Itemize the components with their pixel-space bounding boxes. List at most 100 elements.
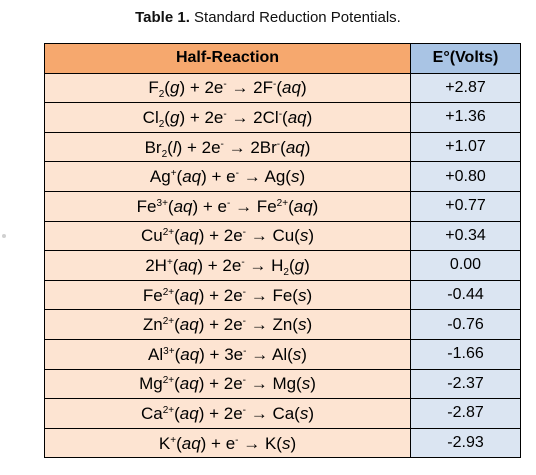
phase-label: aq [180, 344, 200, 364]
reaction-text: ) + 2e [198, 226, 243, 246]
phase-label: aq [179, 285, 199, 305]
reduction-potentials-table: Half-Reaction E°(Volts) F2(g) + 2e- → 2F… [44, 43, 521, 459]
reaction-text: ) [290, 433, 297, 453]
phase-label: aq [179, 226, 199, 246]
reaction-text: ) + 2e [179, 107, 224, 127]
reaction-text: ( [174, 344, 181, 364]
reaction-text: ( [288, 255, 295, 275]
superscript: - [278, 108, 283, 120]
superscript: - [276, 138, 281, 150]
table-row: Mg2+(aq) + 2e- → Mg(s) -2.37 [44, 368, 521, 400]
table-row: Fe2+(aq) + 2e- → Fe(s) -0.44 [44, 279, 521, 311]
phase-label: s [299, 226, 309, 246]
potential-value-cell: -1.66 [410, 338, 521, 370]
reaction-text: ) [306, 107, 313, 127]
reaction-text: ( [167, 196, 174, 216]
superscript: - [242, 286, 246, 298]
phase-label: s [290, 167, 300, 187]
superscript: - [242, 227, 246, 239]
superscript: + [166, 256, 173, 268]
potential-value-cell: -0.44 [410, 279, 521, 311]
reaction-text: ) [300, 78, 307, 98]
reaction-text: ) + e [192, 196, 228, 216]
table-row: Al3+(aq) + 3e- → Al(s) -1.66 [44, 338, 521, 370]
reaction-text: ( [174, 315, 180, 335]
phase-label: s [281, 433, 291, 453]
reaction-text: ) + 2e [198, 403, 243, 423]
phase-label: aq [287, 107, 307, 127]
phase-label: aq [178, 255, 198, 275]
superscript: - [243, 345, 247, 357]
half-reaction-cell: Cu2+(aq) + 2e- → Cu(s) [44, 220, 411, 252]
superscript: - [273, 79, 277, 91]
superscript: 2+ [162, 316, 175, 328]
phase-label: aq [179, 315, 199, 335]
reaction-text: ) [304, 137, 311, 157]
potential-value-cell: -2.37 [410, 368, 521, 400]
reaction-text: → Ag( [238, 167, 291, 187]
half-reaction-cell: Br2(l) + 2e- → 2Br-(aq) [44, 131, 411, 163]
phase-label: g [169, 107, 180, 127]
phase-label: s [297, 285, 307, 305]
half-reaction-cell: 2H+(aq) + 2e- → H2(g) [44, 250, 411, 281]
reaction-text: Mg [139, 374, 163, 394]
reaction-text: ) + 2e [198, 285, 243, 305]
superscript: 2+ [162, 227, 175, 239]
table-row: Cl2(g) + 2e- → 2Cl-(aq) +1.36 [44, 102, 521, 133]
caption-label: Table 1. [135, 9, 190, 26]
superscript: + [170, 168, 177, 180]
superscript: 3+ [156, 197, 168, 209]
table-row: Zn2+(aq) + 2e- → Zn(s) -0.76 [44, 309, 521, 340]
superscript: 2+ [162, 286, 175, 298]
half-reaction-cell: Fe3+(aq) + e- → Fe2+(aq) [44, 190, 411, 222]
reaction-text: Al [148, 344, 164, 364]
reaction-text: → Mg( [246, 374, 302, 394]
phase-label: s [292, 344, 302, 364]
reaction-text: Fe [142, 285, 163, 305]
reaction-text: → 2Br [223, 137, 277, 157]
reaction-text: ( [167, 137, 173, 157]
phase-label: g [169, 78, 180, 98]
potential-value-cell: -2.87 [410, 398, 521, 429]
reaction-text: → Fe [230, 196, 277, 216]
potential-value-cell: +2.87 [410, 72, 521, 104]
reaction-text: K [158, 433, 171, 453]
reaction-text: ( [164, 107, 170, 127]
potential-value-cell: +0.80 [410, 161, 521, 192]
reaction-text: ) + e [201, 167, 236, 187]
table-row: Br2(l) + 2e- → 2Br-(aq) +1.07 [44, 131, 521, 163]
phase-label: s [301, 374, 311, 394]
half-reaction-cell: Al3+(aq) + 3e- → Al(s) [44, 338, 411, 370]
reaction-text: ( [174, 403, 180, 423]
reaction-text: → 2Cl [226, 107, 279, 127]
half-reaction-cell: Ca2+(aq) + 2e- → Ca(s) [44, 398, 411, 429]
phase-label: aq [179, 403, 199, 423]
potential-value-cell: 0.00 [410, 250, 521, 281]
half-reaction-cell: Ag+(aq) + e- → Ag(s) [44, 161, 411, 192]
reaction-text: → Al( [246, 344, 293, 364]
margin-dot [2, 234, 6, 238]
subscript: 2 [158, 118, 165, 130]
reaction-text: Ag [149, 167, 171, 187]
reaction-text: → Ca( [246, 403, 300, 423]
table-caption: Table 1. Standard Reduction Potentials. [0, 9, 536, 26]
phase-label: l [172, 137, 177, 157]
reaction-text: ( [176, 167, 183, 187]
reaction-text: ( [164, 78, 170, 98]
potential-value-cell: +0.77 [410, 190, 521, 222]
reaction-text: Cl [142, 107, 159, 127]
caption-text: Standard Reduction Potentials. [194, 9, 401, 26]
superscript: - [235, 434, 239, 446]
reaction-text: → Cu( [246, 226, 300, 246]
reaction-text: ) [308, 403, 315, 423]
table-body: F2(g) + 2e- → 2F-(aq) +2.87 Cl2(g) + 2e- →… [44, 72, 521, 459]
header-half-reaction: Half-Reaction [44, 43, 411, 74]
table-row: 2H+(aq) + 2e- → H2(g) 0.00 [44, 250, 521, 281]
potential-value-cell: -0.76 [410, 309, 521, 340]
reaction-text: → K( [238, 433, 282, 453]
phase-label: aq [181, 433, 201, 453]
reaction-text: → Zn( [246, 315, 298, 335]
reaction-text: Fe [136, 196, 157, 216]
superscript: - [242, 316, 246, 328]
reaction-text: ) + 2e [198, 374, 243, 394]
